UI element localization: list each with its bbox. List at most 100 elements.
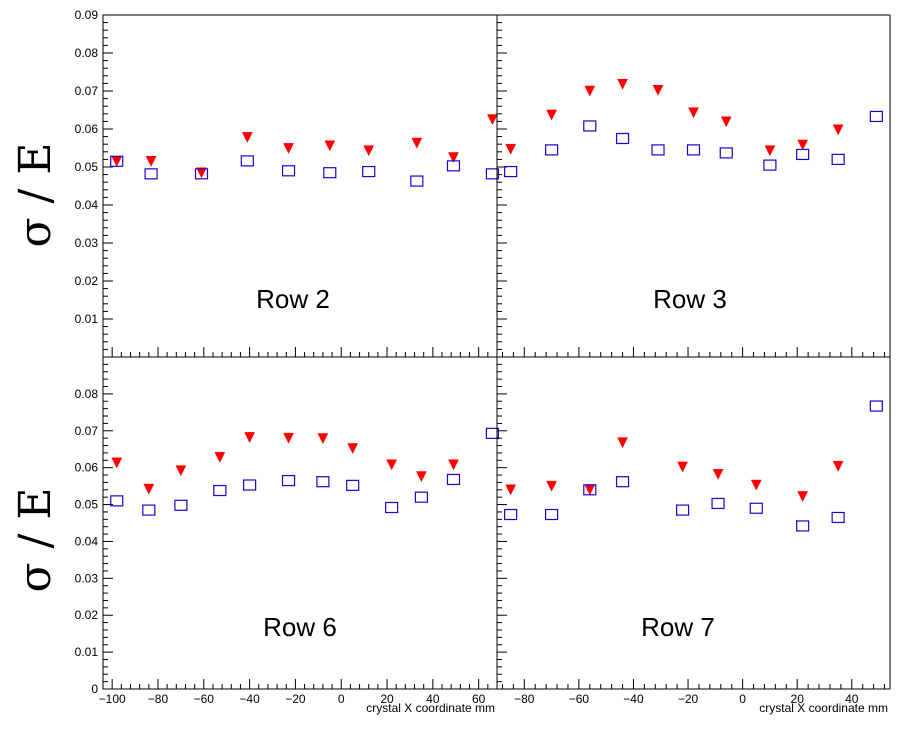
x-axis-label: crystal X coordinate mm — [759, 701, 888, 715]
triangle-point — [143, 483, 155, 495]
triangle-point — [244, 432, 256, 443]
y-axis-label: σ / E — [10, 488, 61, 593]
y-axis-label: σ / E — [10, 143, 61, 248]
triangle-point — [111, 457, 123, 469]
triangle-point — [386, 459, 398, 471]
x-tick-label: −60 — [194, 692, 215, 706]
triangle-point — [677, 461, 688, 473]
y-tick-label: 0.03 — [75, 571, 99, 585]
panel-label: Row 2 — [256, 284, 330, 314]
square-point — [213, 484, 227, 497]
panel-label: Row 6 — [263, 612, 337, 642]
x-tick-label: −40 — [239, 692, 260, 706]
triangle-point — [505, 484, 517, 496]
x-tick-label: −40 — [623, 692, 644, 706]
triangle-point — [487, 114, 498, 126]
plot-frame — [496, 356, 891, 690]
x-tick-label: 40 — [845, 692, 859, 706]
square-point — [615, 476, 630, 488]
triangle-point — [832, 124, 844, 136]
y-tick-label: 0.01 — [75, 645, 99, 659]
square-point — [615, 132, 630, 145]
square-point — [504, 508, 518, 521]
square-point — [651, 144, 665, 156]
x-tick-label: 0 — [338, 692, 345, 706]
triangle-point — [411, 137, 423, 149]
x-tick-label: 40 — [426, 692, 440, 706]
triangle-point — [832, 460, 844, 472]
x-axis-label: crystal X coordinate mm — [366, 701, 495, 715]
y-tick-label: 0.07 — [75, 424, 99, 438]
triangle-point — [617, 437, 628, 449]
square-point — [711, 497, 725, 510]
x-tick-label: 60 — [472, 692, 486, 706]
triangle-point — [505, 143, 517, 155]
square-point — [174, 499, 188, 511]
square-point — [831, 511, 845, 524]
panel-row-3: Row 3 — [496, 14, 891, 358]
triangle-point — [416, 471, 427, 483]
square-point — [346, 479, 360, 491]
triangle-point — [720, 116, 732, 128]
square-point — [686, 144, 701, 156]
square-point — [583, 484, 597, 496]
square-point — [410, 175, 424, 187]
triangle-point — [617, 78, 628, 90]
square-point — [281, 165, 296, 177]
x-tick-label: 20 — [791, 692, 805, 706]
square-point — [243, 479, 257, 491]
y-tick-label: 0.06 — [75, 122, 99, 136]
square-point — [749, 502, 763, 514]
panel-row-6: 0 0.01 0.02 0.03 0.04 0.05 0.06 0.07 0.08 −100 −80… — [10, 356, 500, 715]
triangle-point — [712, 469, 724, 480]
panel-row-2: 0.01 0.02 0.03 0.04 0.05 0.06 0.07 0.08 0.09 σ / … — [10, 8, 500, 358]
square-point — [763, 159, 777, 171]
triangle-point — [241, 132, 253, 143]
triangle-point — [175, 465, 187, 477]
y-tick-label: 0.08 — [75, 46, 99, 60]
square-point — [110, 155, 124, 167]
square-point — [194, 168, 209, 180]
triangle-point — [764, 145, 776, 157]
square-point — [323, 167, 337, 179]
triangle-point — [448, 459, 459, 471]
square-point — [796, 520, 810, 532]
y-tick-label: 0.03 — [75, 236, 99, 250]
triangle-point — [797, 491, 809, 502]
y-tick-label: 0.09 — [75, 8, 99, 22]
triangle-point — [324, 140, 336, 152]
square-point — [446, 160, 461, 172]
triangle-point — [363, 145, 375, 157]
square-point — [485, 168, 500, 180]
x-tick-label: −100 — [99, 692, 126, 706]
square-point — [240, 155, 254, 167]
triangle-point — [652, 84, 664, 96]
triangle-point — [145, 156, 157, 167]
square-point — [281, 474, 296, 487]
panel-label: Row 7 — [641, 612, 715, 642]
triangle-point — [111, 156, 123, 167]
triangle-point — [347, 443, 359, 455]
triangle-point — [584, 85, 596, 97]
square-point — [110, 495, 124, 507]
square-point — [544, 508, 559, 521]
x-tick-label: −80 — [148, 692, 169, 706]
square-point — [544, 144, 559, 156]
x-tick-label: −80 — [514, 692, 535, 706]
triangle-point — [196, 167, 207, 179]
y-tick-label: 0.07 — [75, 84, 99, 98]
y-tick-label: 0.05 — [75, 498, 99, 512]
triangle-point — [283, 432, 294, 444]
square-point — [719, 147, 733, 159]
square-point — [831, 153, 845, 165]
triangle-point — [317, 433, 329, 445]
square-point — [414, 491, 429, 503]
panel-label: Row 3 — [653, 284, 727, 314]
square-point — [485, 427, 500, 439]
x-tick-label: −20 — [678, 692, 699, 706]
y-tick-label: 0.02 — [75, 608, 99, 622]
square-point — [142, 504, 156, 516]
triangle-point — [797, 139, 809, 151]
square-point — [675, 504, 690, 516]
